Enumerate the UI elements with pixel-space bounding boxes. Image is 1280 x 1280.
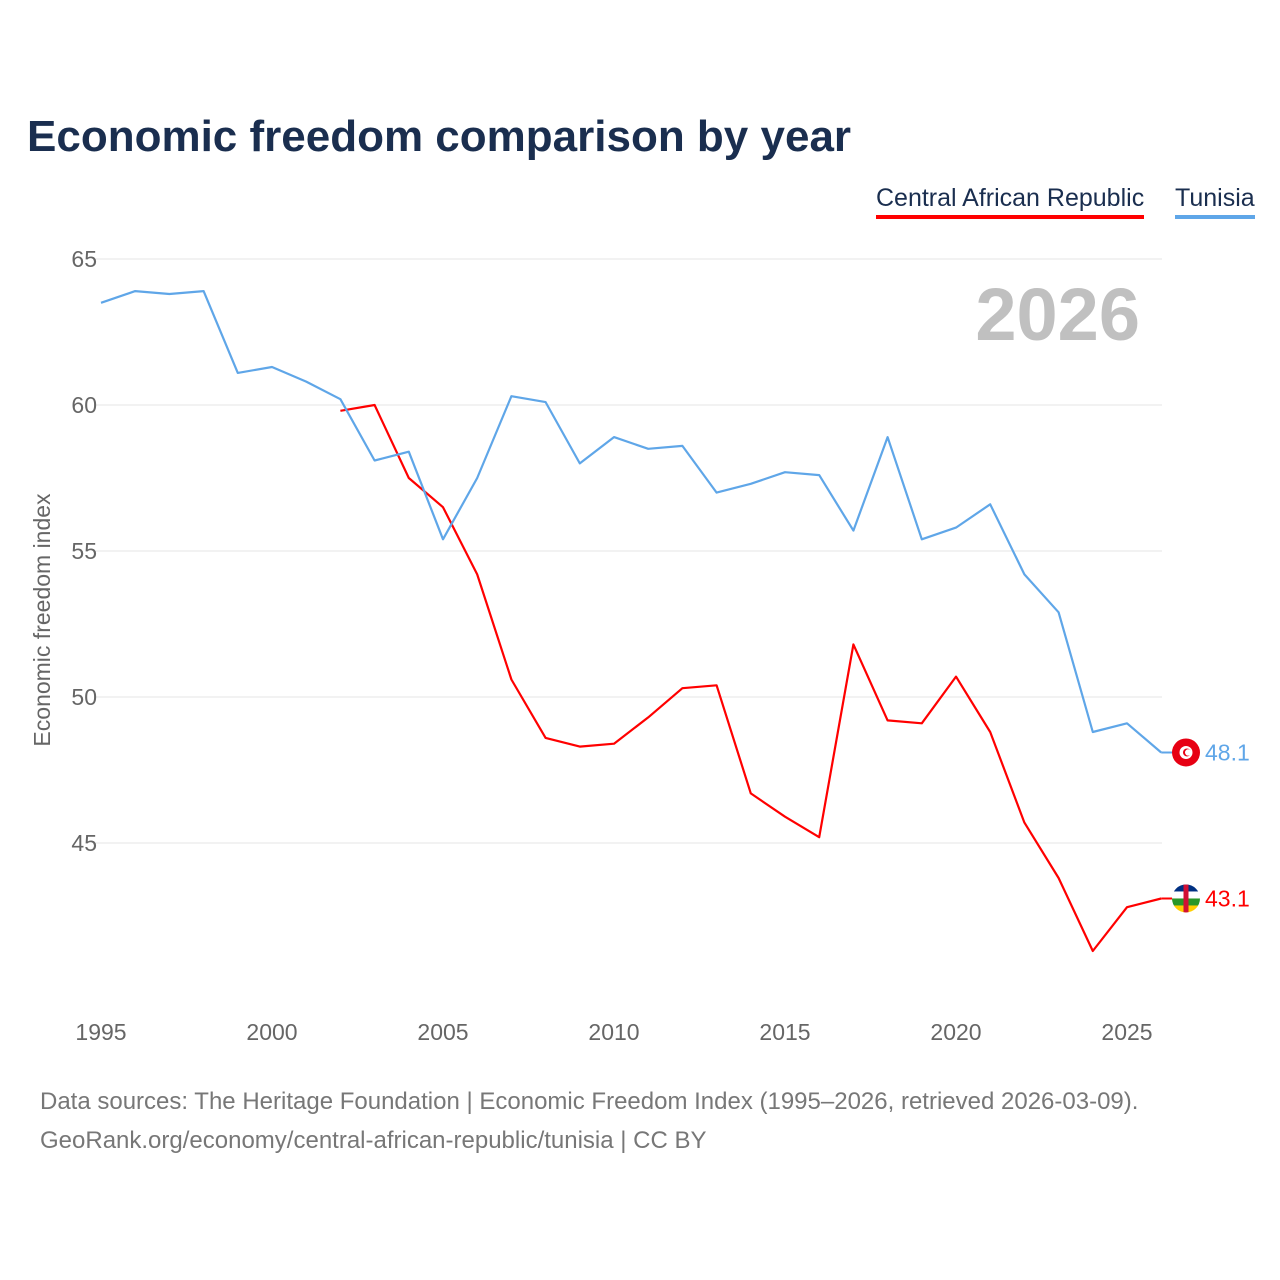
x-tick-label: 2010 (588, 1019, 639, 1045)
legend-item-tunisia[interactable]: Tunisia (1175, 184, 1255, 219)
footer-sources: Data sources: The Heritage Foundation | … (40, 1088, 1139, 1115)
x-tick-label: 1995 (75, 1019, 126, 1045)
footer-link: GeoRank.org/economy/central-african-repu… (40, 1127, 707, 1154)
y-tick-label: 50 (71, 684, 97, 710)
chart-title: Economic freedom comparison by year (27, 112, 852, 161)
series-line-central-african-republic (340, 403, 1162, 953)
y-axis-label: Economic freedom index (29, 493, 55, 747)
y-tick-label: 65 (71, 246, 97, 272)
y-tick-label: 55 (71, 538, 97, 564)
end-value-label: 43.1 (1205, 885, 1250, 911)
central-african-republic-flag-icon (1172, 884, 1200, 913)
x-tick-label: 2020 (930, 1019, 981, 1045)
legend-item-central-african-republic[interactable]: Central African Republic (876, 184, 1145, 219)
x-tick-label: 2015 (759, 1019, 810, 1045)
x-tick-label: 2025 (1101, 1019, 1152, 1045)
year-watermark: 2026 (975, 273, 1140, 356)
x-tick-label: 2000 (246, 1019, 297, 1045)
tunisia-flag-icon (1172, 738, 1200, 767)
x-tick-label: 2005 (417, 1019, 468, 1045)
y-tick-label: 60 (71, 392, 97, 418)
series-line-tunisia (100, 290, 1162, 754)
end-value-label: 48.1 (1205, 739, 1250, 765)
y-tick-label: 45 (71, 830, 97, 856)
